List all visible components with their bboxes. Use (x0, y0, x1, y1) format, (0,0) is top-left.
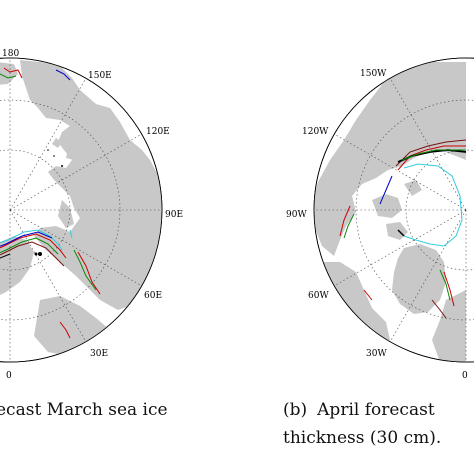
right-land-north-america (314, 62, 466, 256)
caption-b-line1: (b) April forecast (283, 402, 435, 419)
right-map: 150W 120W 90W 60W 30W 0 (286, 57, 474, 381)
left-label-90e: 90E (165, 210, 183, 220)
right-label-30w: 30W (366, 349, 387, 359)
right-contours (339, 139, 467, 319)
caption-a-line2: . (0, 430, 1, 447)
right-graticule (314, 77, 474, 362)
left-graticule (0, 58, 162, 362)
left-label-0: 0 (6, 371, 12, 381)
right-land-archipelago (372, 194, 402, 218)
left-land-asia (20, 60, 162, 310)
left-map: 180 150E 120E 90E 60E 30E 0 (0, 49, 183, 381)
right-land-europe (432, 290, 466, 362)
right-label-90w: 90W (286, 210, 307, 220)
left-contours (0, 67, 101, 339)
caption-b-line2: thickness (30 cm). (283, 428, 442, 448)
left-land-novaya-zemlya (58, 200, 74, 228)
right-land-labrador (318, 262, 390, 350)
right-label-120w: 120W (302, 127, 329, 137)
left-label-180: 180 (2, 49, 19, 59)
left-label-60e: 60E (144, 291, 162, 301)
caption-b-text: April forecast (317, 400, 435, 420)
left-land-alaska (0, 60, 18, 86)
left-label-30e: 30E (90, 349, 108, 359)
left-label-120e: 120E (146, 127, 170, 137)
right-label-150w: 150W (360, 69, 387, 79)
left-label-150e: 150E (88, 71, 112, 81)
right-label-0: 0 (462, 371, 468, 381)
right-land-greenland (392, 244, 446, 314)
left-land-europe (0, 236, 34, 300)
caption-a-line1: ecast March sea ice (0, 400, 168, 420)
caption-b-label: (b) (283, 400, 308, 420)
right-label-60w: 60W (308, 291, 329, 301)
